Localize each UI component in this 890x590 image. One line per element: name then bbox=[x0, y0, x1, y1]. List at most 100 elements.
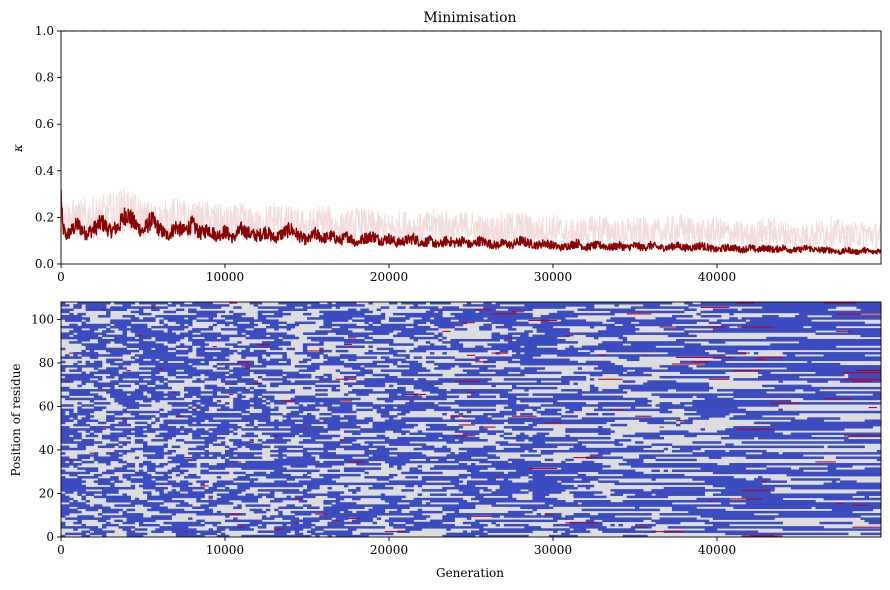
heatmap-cell-run bbox=[253, 395, 259, 399]
heatmap-cell-run bbox=[147, 391, 164, 394]
heatmap-cell-run bbox=[717, 349, 738, 353]
heatmap-high-mark bbox=[335, 378, 340, 380]
heatmap-cell-run bbox=[61, 495, 70, 499]
heatmap-cell-run bbox=[454, 458, 488, 462]
heatmap-cell-run bbox=[372, 373, 390, 377]
heatmap-cell-run bbox=[89, 528, 103, 531]
heatmap-cell-run bbox=[671, 315, 693, 318]
heatmap-cell-run bbox=[466, 395, 496, 399]
heatmap-cell-run bbox=[106, 419, 115, 422]
heatmap-cell-run bbox=[651, 393, 837, 396]
heatmap-cell-run bbox=[499, 410, 517, 414]
heatmap-cell-run bbox=[417, 345, 447, 348]
heatmap-high-mark bbox=[184, 531, 189, 533]
heatmap-cell-run bbox=[106, 417, 152, 420]
heatmap-cell-run bbox=[733, 506, 812, 510]
heatmap-cell-run bbox=[307, 367, 320, 370]
heatmap-cell-run bbox=[331, 410, 357, 414]
heatmap-cell-run bbox=[294, 530, 300, 533]
heatmap-cell-run bbox=[442, 515, 472, 518]
heatmap-cell-run bbox=[122, 315, 136, 318]
heatmap-cell-run bbox=[159, 493, 205, 496]
heatmap-cell-run bbox=[704, 480, 787, 483]
heatmap-cell-run bbox=[233, 323, 259, 327]
heatmap-cell-run bbox=[147, 467, 156, 470]
heatmap-cell-run bbox=[602, 389, 623, 392]
heatmap-cell-run bbox=[315, 526, 386, 529]
heatmap-cell-run bbox=[667, 526, 824, 529]
heatmap-cell-run bbox=[635, 493, 652, 496]
heatmap-cell-run bbox=[397, 412, 406, 416]
heatmap-cell-run bbox=[770, 423, 881, 427]
heatmap-cell-run bbox=[872, 393, 881, 396]
heatmap-cell-run bbox=[200, 465, 283, 468]
heatmap-cell-run bbox=[651, 519, 710, 523]
heatmap-cell-run bbox=[253, 304, 259, 307]
heatmap-cell-run bbox=[220, 406, 230, 409]
heatmap-cell-run bbox=[524, 389, 529, 392]
heatmap-cell-run bbox=[417, 484, 423, 488]
heatmap-cell-run bbox=[659, 406, 738, 409]
heatmap-cell-run bbox=[323, 443, 341, 446]
heatmap-cell-run bbox=[257, 384, 267, 388]
heatmap-cell-run bbox=[471, 523, 488, 527]
heatmap-cell-run bbox=[220, 456, 226, 459]
heatmap-cell-run bbox=[249, 508, 263, 512]
heatmap-cell-run bbox=[565, 430, 615, 433]
heatmap-cell-run bbox=[179, 426, 185, 429]
heatmap-cell-run bbox=[200, 504, 218, 507]
heatmap-cell-run bbox=[179, 463, 197, 466]
heatmap-cell-run bbox=[233, 443, 263, 446]
heatmap-cell-run bbox=[61, 506, 70, 510]
heatmap-cell-run bbox=[188, 473, 197, 477]
heatmap-cell-run bbox=[758, 476, 763, 479]
heatmap-high-mark bbox=[89, 452, 94, 454]
heatmap-cell-run bbox=[376, 308, 382, 312]
heatmap-cell-run bbox=[389, 393, 398, 396]
heatmap-cell-run bbox=[286, 504, 295, 507]
heatmap-cell-run bbox=[425, 360, 435, 364]
heatmap-high-mark bbox=[110, 452, 115, 454]
heatmap-cell-run bbox=[188, 317, 197, 320]
heatmap-cell-run bbox=[688, 417, 710, 420]
heatmap-cell-run bbox=[294, 380, 341, 383]
heatmap-cell-run bbox=[458, 463, 468, 466]
heatmap-cell-run bbox=[208, 375, 242, 379]
heatmap-cell-run bbox=[364, 317, 386, 320]
heatmap-cell-run bbox=[425, 395, 459, 399]
heatmap-cell-run bbox=[208, 495, 213, 499]
heatmap-cell-run bbox=[188, 338, 230, 342]
heatmap-cell-run bbox=[376, 478, 390, 481]
heatmap-cell-run bbox=[319, 417, 357, 420]
heatmap-cell-run bbox=[360, 369, 373, 372]
heatmap-cell-run bbox=[122, 330, 127, 333]
heatmap-cell-run bbox=[458, 452, 488, 455]
heatmap-cell-run bbox=[179, 343, 185, 346]
heatmap-cell-run bbox=[516, 439, 525, 442]
heatmap-cell-run bbox=[270, 500, 283, 503]
heatmap-cell-run bbox=[544, 332, 689, 335]
heatmap-cell-run bbox=[270, 515, 295, 518]
heatmap-high-mark bbox=[454, 380, 480, 382]
heatmap-cell-run bbox=[409, 336, 439, 340]
heatmap-cell-run bbox=[512, 408, 525, 412]
heatmap-cell-run bbox=[368, 486, 394, 490]
heatmap-cell-run bbox=[126, 345, 168, 348]
heatmap-cell-run bbox=[315, 465, 332, 468]
heatmap-cell-run bbox=[196, 312, 218, 316]
heatmap-cell-run bbox=[163, 521, 201, 525]
heatmap-cell-run bbox=[565, 530, 591, 533]
heatmap-cell-run bbox=[126, 478, 152, 481]
heatmap-cell-run bbox=[540, 315, 578, 318]
heatmap-cell-run bbox=[434, 317, 484, 320]
heatmap-cell-run bbox=[598, 406, 603, 409]
heatmap-cell-run bbox=[622, 338, 628, 342]
heatmap-cell-run bbox=[73, 306, 82, 309]
heatmap-cell-run bbox=[208, 317, 213, 320]
heatmap-cell-run bbox=[220, 349, 238, 353]
heatmap-cell-run bbox=[712, 471, 881, 475]
residue-x-tick-label: 30000 bbox=[534, 543, 572, 557]
heatmap-cell-run bbox=[356, 373, 365, 377]
heatmap-cell-run bbox=[122, 528, 131, 531]
heatmap-cell-run bbox=[270, 491, 275, 494]
